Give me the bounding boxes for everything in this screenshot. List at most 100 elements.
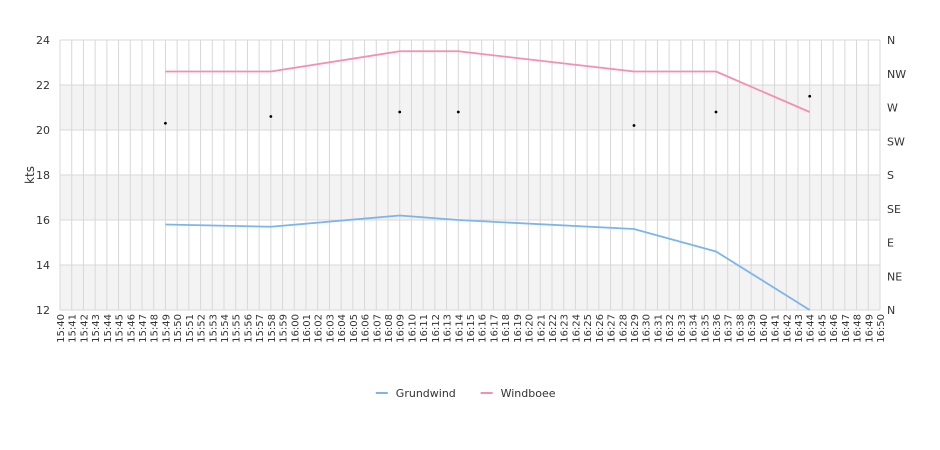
x-tick-label: 16:02 — [314, 314, 325, 343]
y2-tick-label: N — [887, 34, 895, 47]
x-tick-label: 15:54 — [220, 314, 231, 343]
x-tick-label: 16:43 — [794, 314, 805, 343]
x-tick-label: 16:16 — [478, 314, 489, 343]
direction-marker — [398, 110, 402, 114]
x-tick-label: 16:18 — [501, 314, 512, 343]
x-tick-label: 16:15 — [466, 314, 477, 343]
x-tick-label: 15:41 — [68, 314, 79, 343]
y-tick-label: 14 — [36, 259, 50, 272]
y-tick-label: 16 — [36, 214, 50, 227]
y2-tick-label: E — [887, 237, 894, 250]
x-tick-label: 15:44 — [103, 314, 114, 343]
x-tick-label: 16:28 — [618, 314, 629, 343]
x-tick-label: 16:04 — [337, 314, 348, 343]
y-axis-tick-labels: 12 14 16 18 20 22 24 — [36, 34, 50, 317]
series-line-windboee — [165, 50, 811, 113]
x-tick-label: 16:05 — [349, 314, 360, 343]
y-axis-title: kts — [23, 166, 37, 184]
x-tick-label: 15:51 — [185, 314, 196, 343]
x-tick-label: 15:47 — [138, 314, 149, 343]
x-tick-label: 16:32 — [665, 314, 676, 343]
y2-axis-tick-labels: N NE E SE S SW W NW N — [887, 34, 906, 317]
x-tick-label: 15:42 — [79, 314, 90, 343]
y2-tick-label: W — [887, 102, 898, 115]
x-tick-label: 16:36 — [712, 314, 723, 343]
x-tick-label: 16:12 — [431, 314, 442, 343]
legend-item-windboee[interactable]: Windboee — [480, 387, 556, 400]
x-tick-label: 16:29 — [630, 314, 641, 343]
x-tick-label: 16:03 — [325, 314, 336, 343]
y2-tick-label: S — [887, 169, 894, 182]
x-tick-label: 16:45 — [817, 314, 828, 343]
x-tick-label: 16:25 — [583, 314, 594, 343]
x-tick-label: 16:26 — [595, 314, 606, 343]
x-tick-label: 16:21 — [536, 314, 547, 343]
x-tick-label: 16:07 — [372, 314, 383, 343]
y-tick-label: 24 — [36, 34, 50, 47]
direction-markers — [164, 94, 812, 127]
x-tick-label: 16:48 — [853, 314, 864, 343]
x-tick-label: 15:58 — [267, 314, 278, 343]
x-tick-label: 15:56 — [243, 314, 254, 343]
x-tick-label: 15:52 — [197, 314, 208, 343]
x-tick-label: 15:49 — [161, 314, 172, 343]
legend[interactable]: Grundwind Windboee — [375, 387, 556, 400]
x-tick-label: 16:20 — [525, 314, 536, 343]
y2-tick-label: N — [887, 304, 895, 317]
direction-marker — [632, 124, 636, 127]
x-tick-label: 15:50 — [173, 314, 184, 343]
direction-marker — [808, 94, 812, 98]
x-tick-label: 16:37 — [724, 314, 735, 343]
series-line-grundwind — [165, 214, 811, 311]
x-tick-label: 16:33 — [677, 314, 688, 343]
x-tick-label: 16:46 — [829, 314, 840, 343]
y-tick-label: 12 — [36, 304, 50, 317]
x-tick-label: 16:10 — [407, 314, 418, 343]
x-tick-label: 16:24 — [571, 314, 582, 343]
direction-marker — [269, 115, 273, 118]
y-tick-label: 22 — [36, 79, 50, 92]
y2-tick-label: NE — [887, 270, 902, 283]
x-tick-label: 16:39 — [747, 314, 758, 343]
x-tick-label: 16:09 — [396, 314, 407, 343]
x-tick-label: 16:47 — [841, 314, 852, 343]
x-tick-label: 16:44 — [806, 314, 817, 343]
x-tick-label: 16:41 — [771, 314, 782, 343]
direction-marker — [164, 121, 167, 125]
x-tick-label: 15:57 — [255, 314, 266, 343]
x-tick-label: 16:50 — [876, 314, 887, 343]
x-tick-label: 16:42 — [782, 314, 793, 343]
x-tick-label: 16:40 — [759, 314, 770, 343]
direction-marker — [714, 110, 718, 114]
y-tick-label: 18 — [36, 169, 50, 182]
x-tick-label: 16:22 — [548, 314, 559, 343]
x-tick-label: 16:14 — [454, 314, 465, 343]
x-tick-label: 16:38 — [735, 314, 746, 343]
x-tick-label: 15:43 — [91, 314, 102, 343]
x-tick-label: 15:46 — [126, 314, 137, 343]
x-tick-label: 16:17 — [489, 314, 500, 343]
x-tick-label: 15:59 — [279, 314, 290, 343]
x-tick-label: 16:49 — [864, 314, 875, 343]
x-tick-label: 16:35 — [700, 314, 711, 343]
x-tick-label: 16:27 — [607, 314, 618, 343]
legend-item-grundwind[interactable]: Grundwind — [375, 387, 456, 400]
legend-label: Windboee — [501, 387, 556, 400]
x-tick-label: 15:53 — [208, 314, 219, 343]
x-tick-label: 16:23 — [560, 314, 571, 343]
x-tick-label: 16:01 — [302, 314, 313, 343]
x-tick-label: 16:06 — [361, 314, 372, 343]
x-tick-label: 16:31 — [653, 314, 664, 343]
x-tick-label: 15:45 — [115, 314, 126, 343]
x-tick-label: 16:11 — [419, 314, 430, 343]
x-tick-label: 16:34 — [689, 314, 700, 343]
x-tick-label: 15:55 — [232, 314, 243, 343]
x-tick-label: 15:40 — [56, 314, 67, 343]
x-tick-label: 16:13 — [443, 314, 454, 343]
x-tick-label: 16:30 — [642, 314, 653, 343]
legend-label: Grundwind — [396, 387, 456, 400]
x-tick-label: 15:48 — [150, 314, 161, 343]
series-lines — [165, 50, 811, 311]
y2-tick-label: NW — [887, 68, 906, 81]
